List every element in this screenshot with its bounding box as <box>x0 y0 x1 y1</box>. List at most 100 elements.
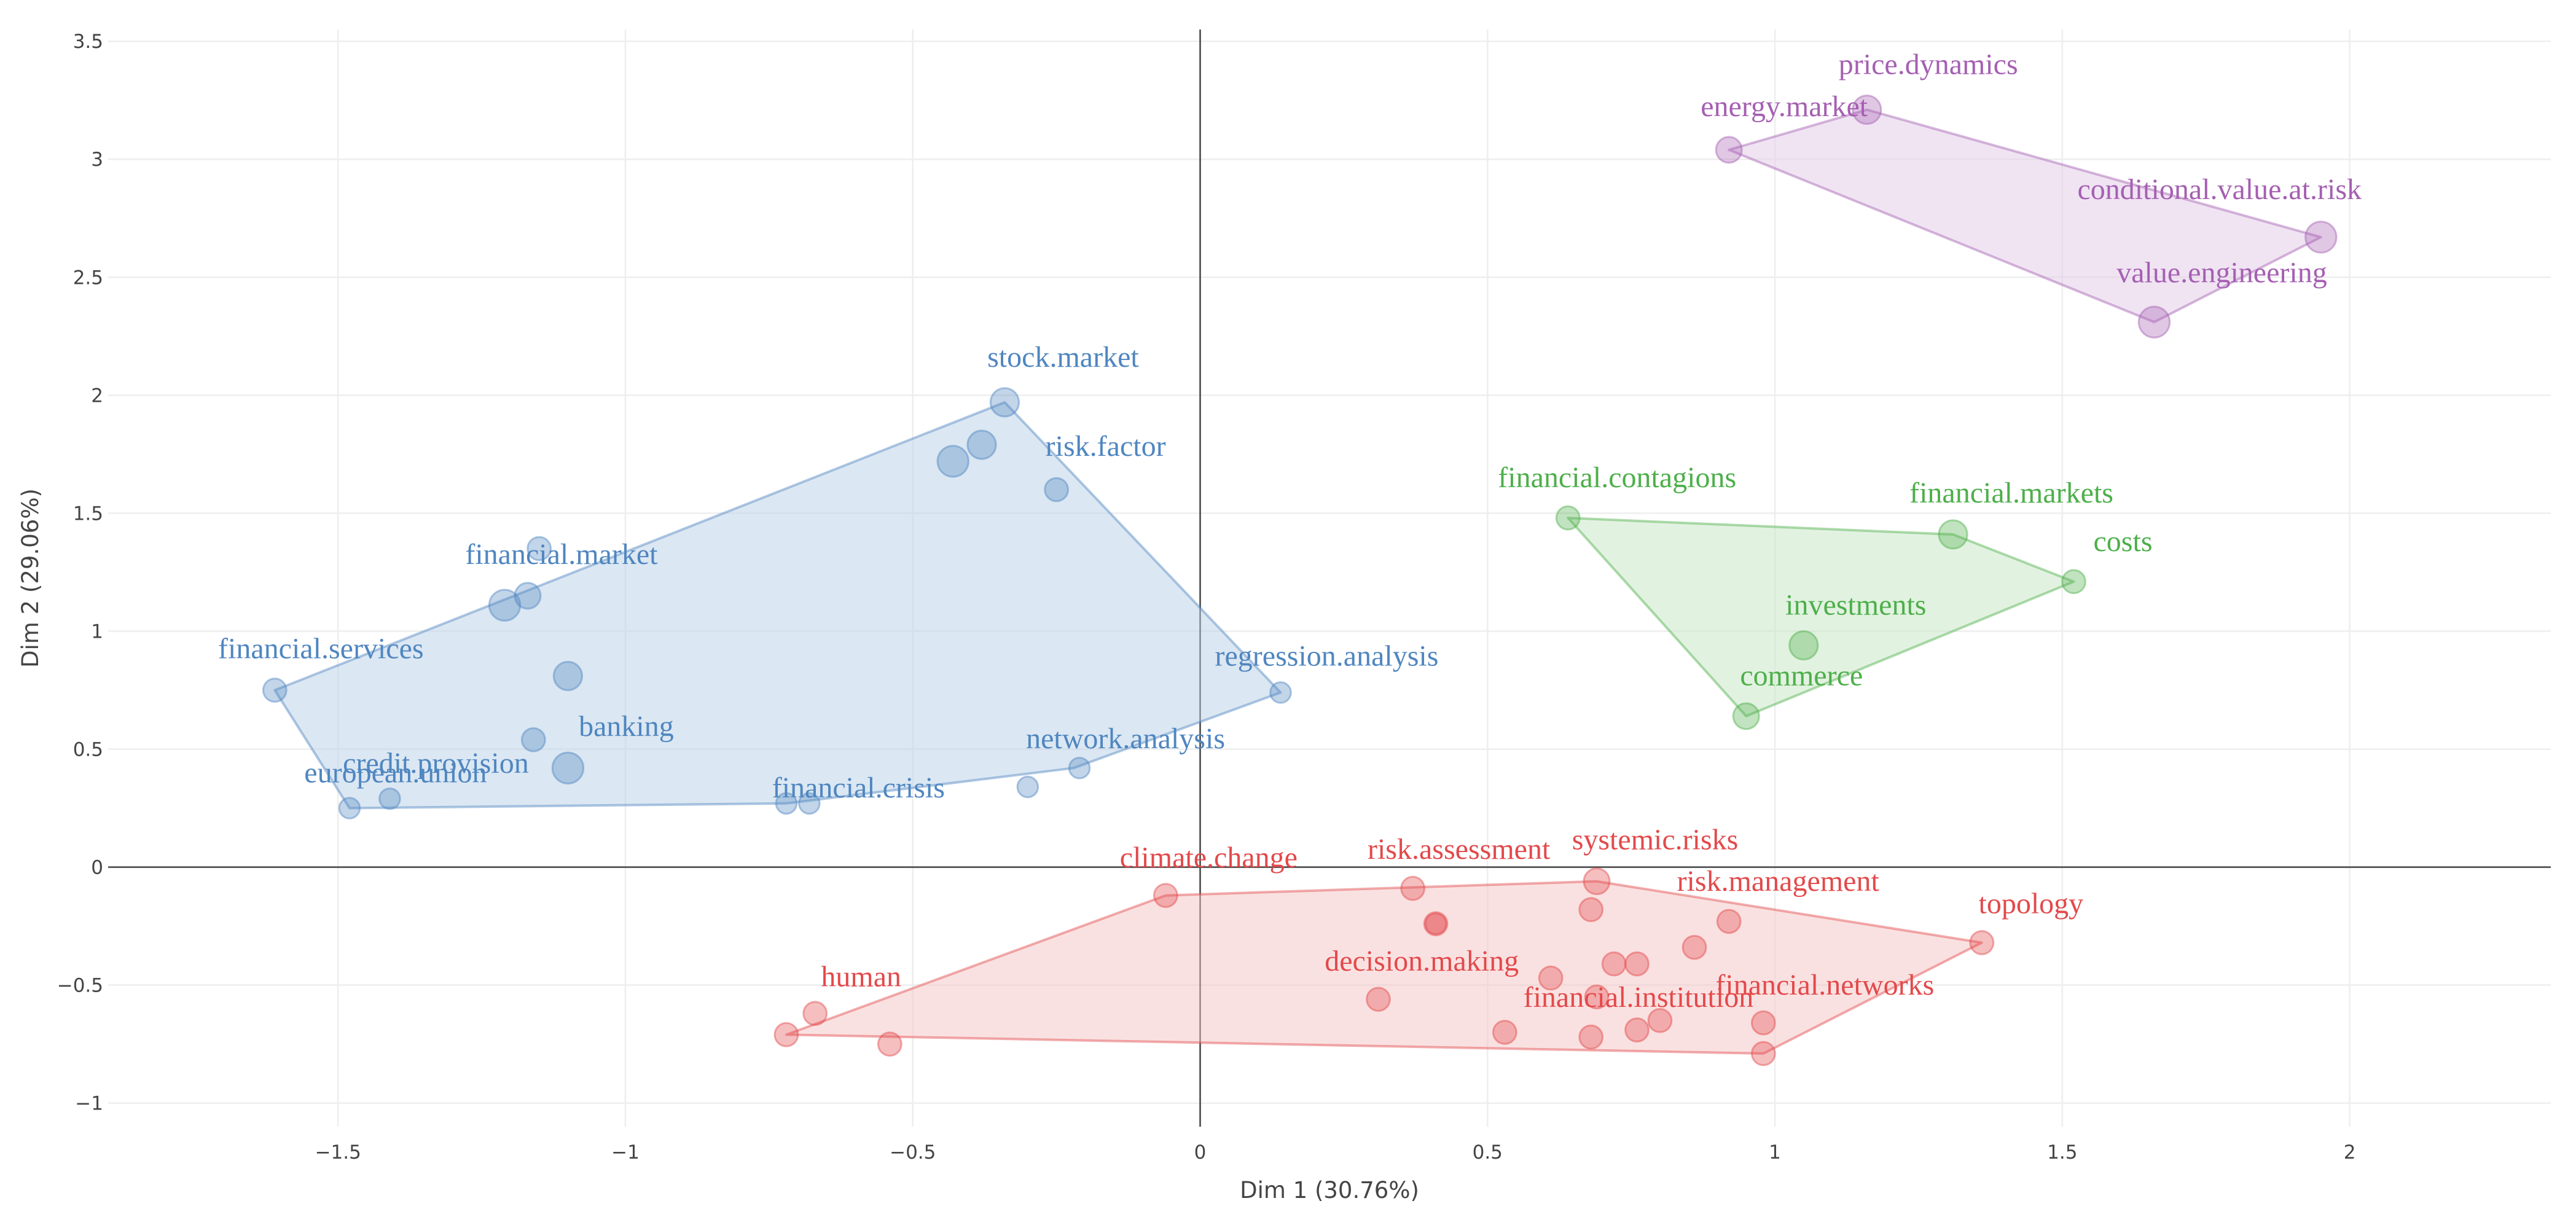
decision-making-label: decision.making <box>1325 945 1519 977</box>
cluster-red-point[interactable] <box>1578 1024 1604 1050</box>
cluster-red-point[interactable] <box>1601 951 1627 977</box>
cluster-red-point[interactable] <box>1624 1017 1650 1043</box>
human-point[interactable] <box>802 1001 828 1027</box>
financial-contagions-point[interactable] <box>1555 505 1581 531</box>
cluster-red-point[interactable] <box>1578 897 1604 923</box>
human-label: human <box>821 961 901 993</box>
topology-label: topology <box>1978 887 2083 920</box>
decision-making-point[interactable] <box>1538 965 1564 991</box>
cluster-green-hull <box>1567 517 2075 718</box>
cluster-blue-point[interactable] <box>966 429 997 460</box>
cluster-red-hull <box>785 880 1983 1055</box>
cluster-blue-point[interactable] <box>1016 775 1039 799</box>
value-engineering-label: value.engineering <box>2116 256 2327 289</box>
climate-change-label: climate.change <box>1120 842 1298 874</box>
european-union-point[interactable] <box>338 797 361 820</box>
risk-assessment-label: risk.assessment <box>1368 833 1551 866</box>
financial-networks-label: financial.networks <box>1715 969 1934 1001</box>
financial-institution-label: financial.institution <box>1524 981 1754 1014</box>
banking-point[interactable] <box>551 751 585 785</box>
climate-change-point[interactable] <box>1153 883 1178 908</box>
regression-analysis-point[interactable] <box>1269 681 1292 704</box>
y-tick-label: −0.5 <box>57 975 103 997</box>
investments-point[interactable] <box>1788 630 1819 661</box>
risk-assessment-point[interactable] <box>1400 875 1426 901</box>
financial-networks-point[interactable] <box>1750 1010 1776 1036</box>
cluster-red-point[interactable] <box>877 1031 902 1057</box>
risk-management-point[interactable] <box>1716 909 1742 934</box>
topology-point[interactable] <box>1969 930 1995 955</box>
y-tick-label: 3 <box>91 149 103 171</box>
financial-markets-label: financial.markets <box>1909 477 2113 509</box>
financial-market-point[interactable] <box>514 582 542 610</box>
cluster-red-point[interactable] <box>1681 934 1707 960</box>
financial-institution-point[interactable] <box>1647 1008 1673 1033</box>
stock-market-point[interactable] <box>989 387 1020 418</box>
cluster-red-point[interactable] <box>1424 912 1447 935</box>
y-tick-label: 3.5 <box>73 31 103 53</box>
cluster-red-point[interactable] <box>1750 1041 1776 1066</box>
point-labels: financial.services european.unioncredit.p… <box>218 49 2362 1014</box>
financial-market-label: financial.market <box>465 538 658 571</box>
risk-factor-point[interactable] <box>1044 477 1070 503</box>
risk-factor-label: risk.factor <box>1046 430 1166 463</box>
x-tick-label: −1 <box>611 1141 640 1164</box>
x-tick-label: 1.5 <box>2047 1141 2077 1164</box>
conditional-value-at-risk-point[interactable] <box>2304 221 2338 254</box>
cluster-red-point[interactable] <box>1584 984 1610 1010</box>
cluster-blue-point[interactable] <box>936 445 969 478</box>
cluster-hulls <box>273 108 2322 1055</box>
commerce-label: commerce <box>1740 660 1863 692</box>
cluster-blue-point[interactable] <box>520 727 546 753</box>
cluster-blue-hull <box>273 401 1282 810</box>
cluster-blue-point[interactable] <box>488 589 522 622</box>
cluster-red-point[interactable] <box>1492 1019 1517 1045</box>
credit-provision-point[interactable] <box>378 787 401 810</box>
cluster-red-point[interactable] <box>1423 911 1449 937</box>
value-engineering-point[interactable] <box>2137 305 2171 338</box>
investments-label: investments <box>1785 589 1926 621</box>
costs-point[interactable] <box>2061 569 2086 595</box>
financial-contagions-label: financial.contagions <box>1498 461 1736 494</box>
x-tick-label: −0.5 <box>890 1141 936 1164</box>
price-dynamics-point[interactable] <box>1852 94 1882 125</box>
european-union-label: european.union <box>304 756 487 789</box>
x-tick-label: 0.5 <box>1473 1141 1503 1164</box>
x-tick-label: −1.5 <box>315 1141 361 1164</box>
x-tick-label: 1 <box>1769 1141 1781 1164</box>
cluster-blue-point[interactable] <box>527 536 552 562</box>
costs-label: costs <box>2094 525 2153 558</box>
cluster-red-point[interactable] <box>1624 951 1650 977</box>
y-tick-label: 2 <box>91 385 103 407</box>
regression-analysis-label: regression.analysis <box>1215 640 1439 672</box>
financial-services-point[interactable] <box>262 678 288 703</box>
y-tick-label: 0 <box>91 857 103 879</box>
cluster-blue-point[interactable] <box>775 792 798 815</box>
energy-market-point[interactable] <box>1715 136 1743 164</box>
x-axis-title: Dim 1 (30.76%) <box>1240 1177 1419 1203</box>
commerce-point[interactable] <box>1732 702 1760 730</box>
price-dynamics-label: price.dynamics <box>1839 49 2018 81</box>
banking-label: banking <box>579 710 674 743</box>
cluster-blue-point[interactable] <box>552 660 584 691</box>
systemic-risks-point[interactable] <box>1583 867 1611 896</box>
financial-crisis-label: financial.crisis <box>772 772 945 804</box>
systemic-risks-label: systemic.risks <box>1572 824 1739 856</box>
stock-market-label: stock.market <box>987 341 1139 374</box>
cluster-purple-hull <box>1728 108 2322 324</box>
y-tick-label: 1.5 <box>73 503 103 525</box>
financial-services-label: financial.services <box>218 632 424 665</box>
y-tick-label: −1 <box>75 1093 103 1115</box>
x-tick-label: 0 <box>1194 1141 1207 1164</box>
cluster-red-point[interactable] <box>1366 987 1391 1012</box>
y-tick-label: 1 <box>91 620 103 643</box>
y-tick-label: 0.5 <box>73 738 103 761</box>
financial-crisis-point[interactable] <box>798 792 821 815</box>
energy-market-label: energy.market <box>1701 90 1868 123</box>
risk-management-label: risk.management <box>1677 865 1880 898</box>
financial-markets-point[interactable] <box>1938 519 1968 550</box>
y-axis-title: Dim 2 (29.06%) <box>17 488 44 668</box>
network-analysis-point[interactable] <box>1068 756 1091 780</box>
cluster-red-point[interactable] <box>773 1022 799 1047</box>
